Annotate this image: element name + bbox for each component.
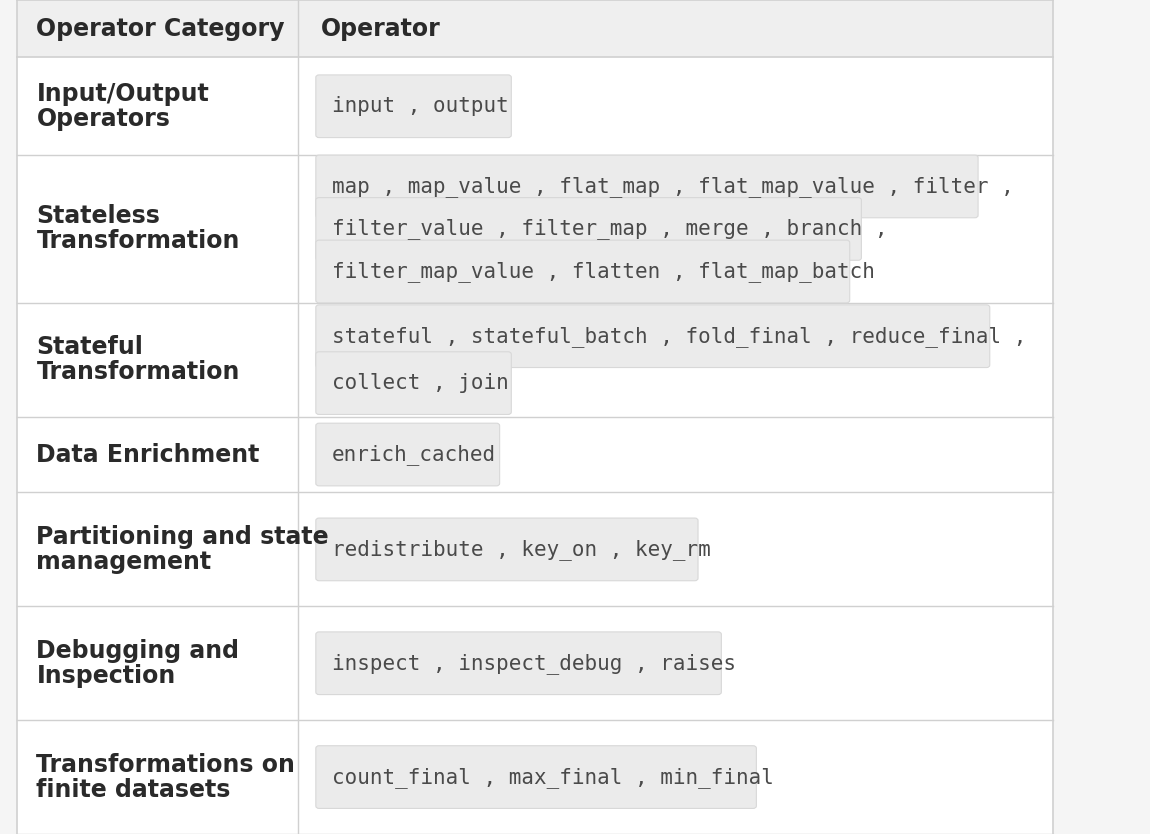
Text: finite datasets: finite datasets [37, 777, 231, 801]
Text: Partitioning and state: Partitioning and state [37, 525, 329, 549]
Text: Transformation: Transformation [37, 360, 239, 384]
FancyBboxPatch shape [316, 632, 721, 695]
FancyBboxPatch shape [316, 240, 850, 303]
Text: Stateless: Stateless [37, 204, 160, 229]
Text: Transformations on: Transformations on [37, 752, 296, 776]
Bar [17, 303, 298, 416]
Text: enrich_cached: enrich_cached [332, 444, 496, 465]
Text: Operator: Operator [321, 17, 440, 41]
Bar [298, 155, 1053, 303]
Bar [17, 720, 298, 834]
Bar [17, 606, 298, 720]
Text: stateful , stateful_batch , fold_final , reduce_final ,: stateful , stateful_batch , fold_final ,… [332, 326, 1026, 347]
Bar [17, 0, 1053, 58]
Bar [298, 492, 1053, 606]
Bar [298, 58, 1053, 155]
FancyBboxPatch shape [316, 305, 990, 368]
Text: Operator Category: Operator Category [37, 17, 285, 41]
Bar [17, 155, 298, 303]
FancyBboxPatch shape [316, 423, 499, 486]
Bar [298, 606, 1053, 720]
Text: Stateful: Stateful [37, 335, 144, 359]
Text: input , output: input , output [332, 96, 508, 116]
Text: count_final , max_final , min_final: count_final , max_final , min_final [332, 766, 774, 787]
Text: Inspection: Inspection [37, 664, 176, 688]
FancyBboxPatch shape [316, 155, 979, 218]
FancyBboxPatch shape [316, 352, 512, 414]
Text: Transformation: Transformation [37, 229, 239, 254]
Text: map , map_value , flat_map , flat_map_value , filter ,: map , map_value , flat_map , flat_map_va… [332, 176, 1013, 197]
Text: inspect , inspect_debug , raises: inspect , inspect_debug , raises [332, 653, 736, 674]
Text: filter_map_value , flatten , flat_map_batch: filter_map_value , flatten , flat_map_ba… [332, 261, 875, 282]
Text: Debugging and: Debugging and [37, 639, 239, 663]
FancyBboxPatch shape [316, 75, 512, 138]
Bar [17, 492, 298, 606]
Bar [298, 303, 1053, 416]
Text: Input/Output: Input/Output [37, 82, 209, 106]
FancyBboxPatch shape [316, 518, 698, 580]
Text: Data Enrichment: Data Enrichment [37, 443, 260, 466]
Text: collect , join: collect , join [332, 373, 508, 393]
Bar [17, 58, 298, 155]
Bar [17, 416, 298, 492]
Bar [298, 416, 1053, 492]
Text: management: management [37, 550, 212, 574]
Text: Operators: Operators [37, 107, 170, 131]
Text: filter_value , filter_map , merge , branch ,: filter_value , filter_map , merge , bran… [332, 219, 888, 239]
Bar [298, 720, 1053, 834]
FancyBboxPatch shape [316, 746, 757, 808]
Text: redistribute , key_on , key_rm: redistribute , key_on , key_rm [332, 539, 711, 560]
FancyBboxPatch shape [316, 198, 861, 260]
